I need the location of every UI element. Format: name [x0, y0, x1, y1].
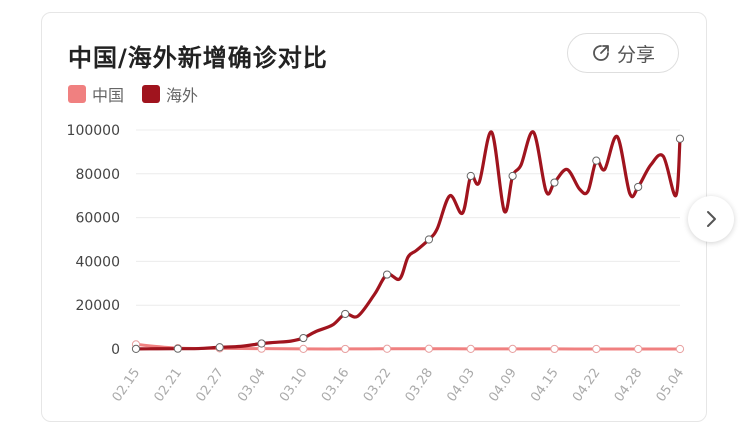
data-point-china — [675, 344, 685, 354]
chart-title: 中国/海外新增确诊对比 — [68, 44, 328, 72]
x-tick-label: 04.09 — [486, 366, 520, 405]
data-point-overseas — [299, 333, 308, 343]
x-tick-label: 04.28 — [612, 366, 646, 405]
x-tick-label: 03.10 — [277, 366, 311, 405]
data-point-overseas — [131, 344, 141, 353]
data-point-china — [508, 344, 517, 354]
data-point-china — [466, 344, 475, 353]
legend-swatch-overseas — [142, 85, 161, 103]
legend-label-overseas: 海外 — [166, 86, 199, 105]
data-point-china — [424, 344, 434, 353]
data-point-overseas — [382, 270, 392, 279]
x-tick-label: 02.27 — [193, 366, 227, 405]
y-tick-label: 40000 — [75, 254, 120, 270]
legend: 中国 海外 — [68, 82, 216, 106]
data-point-overseas — [257, 339, 266, 348]
data-point-overseas — [592, 156, 601, 165]
share-label: 分享 — [616, 43, 655, 66]
y-tick-label: 100000 — [67, 123, 120, 139]
share-button[interactable]: 分享 — [567, 33, 679, 73]
share-icon — [593, 45, 609, 61]
x-tick-label: 04.22 — [570, 366, 604, 405]
data-point-overseas — [508, 171, 517, 181]
data-point-overseas — [424, 235, 434, 244]
data-point-china — [550, 344, 559, 354]
data-point-china — [299, 344, 308, 354]
x-tick-label: 03.16 — [319, 366, 353, 405]
y-tick-label: 60000 — [75, 211, 120, 227]
y-tick-label: 20000 — [75, 298, 120, 314]
data-point-overseas — [550, 178, 559, 187]
data-point-china — [592, 344, 601, 354]
y-tick-label: 0 — [111, 342, 120, 358]
x-tick-label: 03.04 — [235, 366, 269, 405]
data-point-china — [634, 344, 643, 354]
x-tick-label: 02.15 — [110, 366, 144, 405]
chart-card — [41, 12, 707, 422]
legend-item-overseas[interactable]: 海外 — [142, 82, 198, 106]
data-point-overseas — [466, 171, 475, 181]
legend-swatch-china — [68, 85, 86, 103]
x-tick-label: 04.03 — [444, 366, 478, 405]
data-point-overseas — [173, 344, 182, 353]
data-point-overseas — [675, 134, 685, 143]
data-point-china — [341, 344, 350, 354]
data-point-overseas — [341, 309, 350, 319]
x-tick-label: 03.28 — [403, 366, 437, 405]
next-button[interactable] — [688, 196, 734, 242]
x-tick-label: 02.21 — [151, 366, 185, 405]
legend-item-china[interactable]: 中国 — [68, 82, 124, 106]
data-point-overseas — [215, 343, 224, 352]
chevron-right-icon — [707, 211, 716, 227]
data-point-china — [382, 344, 392, 353]
x-tick-label: 04.15 — [528, 366, 562, 405]
y-tick-label: 80000 — [75, 167, 120, 183]
x-tick-label: 05.04 — [654, 366, 688, 405]
data-point-overseas — [634, 182, 643, 192]
series-line-overseas — [134, 130, 682, 351]
x-tick-label: 03.22 — [361, 366, 395, 405]
legend-label-china: 中国 — [92, 86, 125, 105]
